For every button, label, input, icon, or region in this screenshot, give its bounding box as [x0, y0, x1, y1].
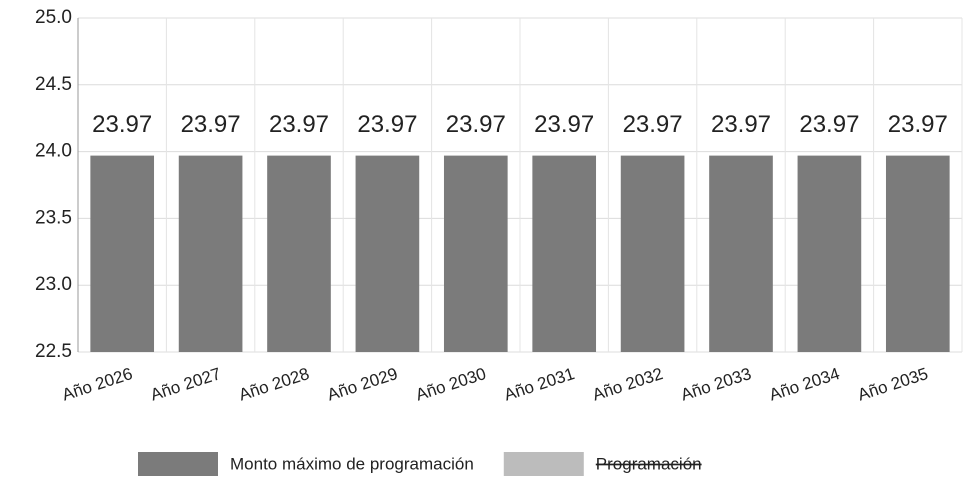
bar	[620, 155, 685, 352]
y-tick-label: 25.0	[35, 7, 72, 28]
value-label: 23.97	[446, 111, 506, 138]
bar	[178, 155, 243, 352]
y-tick-label: 22.5	[35, 341, 72, 362]
bar	[709, 155, 773, 352]
value-label: 23.97	[888, 111, 948, 138]
value-label: 23.97	[357, 111, 417, 138]
value-label: 23.97	[799, 111, 859, 138]
legend-swatch	[138, 452, 218, 476]
x-tick-label: Año 2034	[767, 364, 842, 405]
value-label: 23.97	[534, 111, 594, 138]
value-label: 23.97	[181, 111, 241, 138]
x-tick-label: Año 2032	[590, 364, 665, 405]
y-tick-label: 23.0	[35, 274, 72, 295]
x-tick-label: Año 2026	[60, 364, 135, 405]
bar	[443, 155, 508, 352]
x-tick-label: Año 2030	[413, 364, 488, 405]
bar	[355, 155, 420, 352]
bar	[797, 155, 862, 352]
x-tick-label: Año 2028	[237, 364, 312, 405]
legend-label: Monto máximo de programación	[230, 454, 474, 473]
legend-label: Programación	[596, 454, 702, 473]
x-tick-label: Año 2033	[679, 364, 754, 405]
y-tick-label: 24.0	[35, 141, 72, 162]
value-label: 23.97	[92, 111, 152, 138]
x-tick-label: Año 2029	[325, 364, 400, 405]
x-tick-label: Año 2035	[855, 364, 930, 405]
bar	[267, 155, 331, 352]
legend-swatch	[503, 452, 584, 476]
x-tick-label: Año 2031	[502, 364, 577, 405]
y-tick-label: 24.5	[35, 74, 72, 95]
bar	[532, 155, 597, 352]
bar	[885, 155, 950, 352]
value-label: 23.97	[269, 111, 329, 138]
x-tick-label: Año 2027	[148, 364, 223, 405]
y-tick-label: 23.5	[35, 207, 72, 228]
bar	[90, 155, 155, 352]
value-label: 23.97	[711, 111, 771, 138]
value-label: 23.97	[623, 111, 683, 138]
